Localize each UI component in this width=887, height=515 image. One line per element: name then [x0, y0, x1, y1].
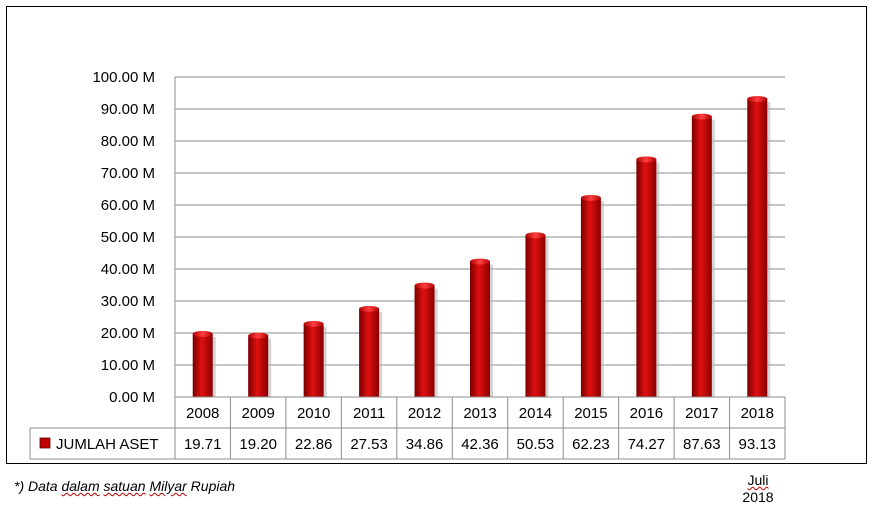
bar-body [192, 333, 213, 397]
bar [248, 332, 272, 397]
bar-top [192, 330, 213, 337]
data-label: 42.36 [461, 436, 499, 453]
bar-top [525, 232, 546, 239]
bar-top [580, 194, 601, 201]
y-tick-label: 10.00 M [101, 357, 155, 374]
bar [303, 320, 327, 397]
y-tick-label: 60.00 M [101, 197, 155, 214]
y-tick-label: 100.00 M [92, 69, 155, 86]
bar [636, 156, 660, 397]
bar-top [414, 282, 435, 289]
bar-body [303, 323, 324, 397]
y-tick-label: 70.00 M [101, 165, 155, 182]
y-tick-label: 0.00 M [109, 389, 155, 406]
data-label: 74.27 [628, 436, 666, 453]
y-tick-label: 20.00 M [101, 325, 155, 342]
as-of-month: Juli [747, 472, 769, 488]
data-label: 22.86 [295, 436, 333, 453]
chart-frame [6, 6, 867, 464]
data-label: 34.86 [406, 436, 444, 453]
data-table: 2008 19.71 2009 19.20 2010 22.86 2011 27.53 2012… [29, 396, 786, 460]
legend-label: JUMLAH ASET [56, 436, 159, 453]
bar [414, 282, 438, 397]
bar-top [303, 320, 324, 327]
data-label: 87.63 [683, 436, 721, 453]
as-of-year: 2018 [742, 489, 774, 505]
footnote: *) Data dalam satuan Milyar Rupiah [14, 478, 236, 494]
bar-body [525, 235, 546, 397]
bar-top [359, 305, 380, 312]
data-label: 50.53 [517, 436, 555, 453]
data-label: 19.20 [239, 436, 277, 453]
x-tick-label: 2012 [408, 405, 441, 422]
x-tick-label: 2018 [741, 405, 774, 422]
as-of-date: Juli 2018 [733, 472, 783, 506]
y-tick-label: 80.00 M [101, 133, 155, 150]
bar-body [470, 261, 490, 397]
y-tick-label: 90.00 M [101, 101, 155, 118]
bar [747, 95, 771, 397]
x-tick-label: 2014 [519, 405, 552, 422]
x-tick-label: 2008 [186, 405, 219, 422]
bar-body [636, 159, 657, 397]
bar [580, 194, 604, 397]
y-axis-ticks: 0.00 M 10.00 M 20.00 M 30.00 M 40.00 M 50.00 … [92, 69, 155, 406]
x-tick-label: 2015 [574, 405, 607, 422]
bar-top [470, 258, 490, 265]
bar [691, 113, 715, 398]
bar-body [414, 285, 435, 397]
data-label: 27.53 [350, 436, 388, 453]
y-tick-label: 50.00 M [101, 229, 155, 246]
bar-top [747, 95, 768, 102]
x-tick-label: 2011 [353, 405, 385, 422]
bar [359, 305, 383, 397]
bar-body [691, 116, 712, 398]
bar-body [248, 335, 269, 397]
data-label: 62.23 [572, 436, 610, 453]
bar [192, 330, 216, 397]
bar [470, 258, 493, 397]
bar-top [636, 156, 657, 163]
x-tick-label: 2010 [297, 405, 330, 422]
bar [525, 232, 549, 397]
y-tick-label: 40.00 M [101, 261, 155, 278]
bar-top [248, 332, 269, 339]
bar-body [747, 98, 768, 397]
bars [192, 95, 771, 398]
x-tick-label: 2009 [241, 405, 274, 422]
x-tick-label: 2016 [630, 405, 663, 422]
y-tick-label: 30.00 M [101, 293, 155, 310]
data-label: 19.71 [184, 436, 222, 453]
bar-body [580, 197, 601, 397]
x-tick-label: 2017 [685, 405, 718, 422]
bar-body [359, 308, 380, 397]
x-tick-label: 2013 [463, 405, 496, 422]
legend-key [39, 437, 51, 449]
data-label: 93.13 [738, 436, 776, 453]
bar-top [691, 113, 712, 120]
